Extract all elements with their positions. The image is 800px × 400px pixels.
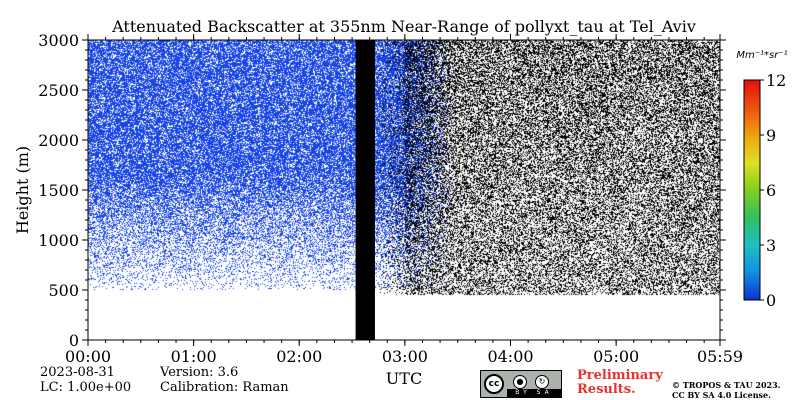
x-tick-label: 01:00 (171, 347, 217, 366)
calibration-text: Calibration: Raman (160, 380, 289, 395)
sa-label: SA (536, 389, 553, 396)
preliminary-line-2: Results. (577, 382, 636, 397)
y-tick-label: 2000 (38, 131, 79, 150)
colorbar-tick-label: 6 (766, 181, 776, 200)
x-axis-label: UTC (386, 369, 422, 388)
preliminary-line-1: Preliminary (577, 368, 663, 383)
y-tick-label: 0 (69, 331, 79, 350)
colorbar-gradient (743, 79, 761, 301)
copyright-line-1: © TROPOS & TAU 2023. (672, 380, 781, 390)
x-axis: 00:00 01:00 02:00 03:00 04:00 05:00 05:59 (65, 34, 743, 366)
backscatter-heatmap (88, 40, 720, 340)
x-tick-label: 05:59 (697, 347, 743, 366)
preliminary-notice: Preliminary Results. (577, 369, 663, 397)
x-tick-label: 00:00 (65, 347, 111, 366)
y-axis-label: Height (m) (13, 146, 32, 234)
colorbar-tick-label: 0 (766, 291, 776, 310)
version-text: Version: 3.6 (160, 365, 239, 380)
x-tick-label: 03:00 (382, 347, 428, 366)
cc-icon: cc (484, 374, 504, 394)
date-text: 2023-08-31 (40, 365, 115, 380)
colorbar-unit: Mm⁻¹*sr⁻¹ (736, 50, 787, 61)
colorbar-tick-label: 3 (766, 236, 776, 255)
y-tick-label: 2500 (38, 81, 79, 100)
y-axis: 0 500 1000 1500 2000 2500 3000 (38, 31, 726, 350)
by-label: BY (515, 389, 531, 396)
cc-strip: BY SA (507, 389, 561, 397)
x-tick-label: 05:00 (593, 347, 639, 366)
copyright-notice: © TROPOS & TAU 2023. CC BY SA 4.0 Licens… (672, 380, 780, 400)
colorbar: 0 3 6 9 12 (743, 71, 786, 310)
colorbar-tick-label: 12 (766, 71, 786, 90)
lc-text: LC: 1.00e+00 (40, 380, 132, 395)
x-tick-label: 04:00 (487, 347, 533, 366)
sa-icon: ↻ (535, 375, 549, 389)
missing-data-gap (355, 40, 375, 340)
copyright-line-2: CC BY SA 4.0 License. (672, 390, 771, 400)
x-tick-label: 02:00 (276, 347, 322, 366)
y-tick-label: 1000 (38, 231, 79, 250)
y-tick-label: 500 (48, 281, 79, 300)
plot-area (88, 40, 720, 340)
cc-license-badge: cc ● ↻ BY SA (480, 370, 562, 398)
y-tick-label: 3000 (38, 31, 79, 50)
chart-title: Attenuated Backscatter at 355nm Near-Ran… (111, 17, 696, 36)
y-tick-label: 1500 (38, 181, 79, 200)
by-icon: ● (513, 375, 527, 389)
colorbar-tick-label: 9 (766, 126, 776, 145)
